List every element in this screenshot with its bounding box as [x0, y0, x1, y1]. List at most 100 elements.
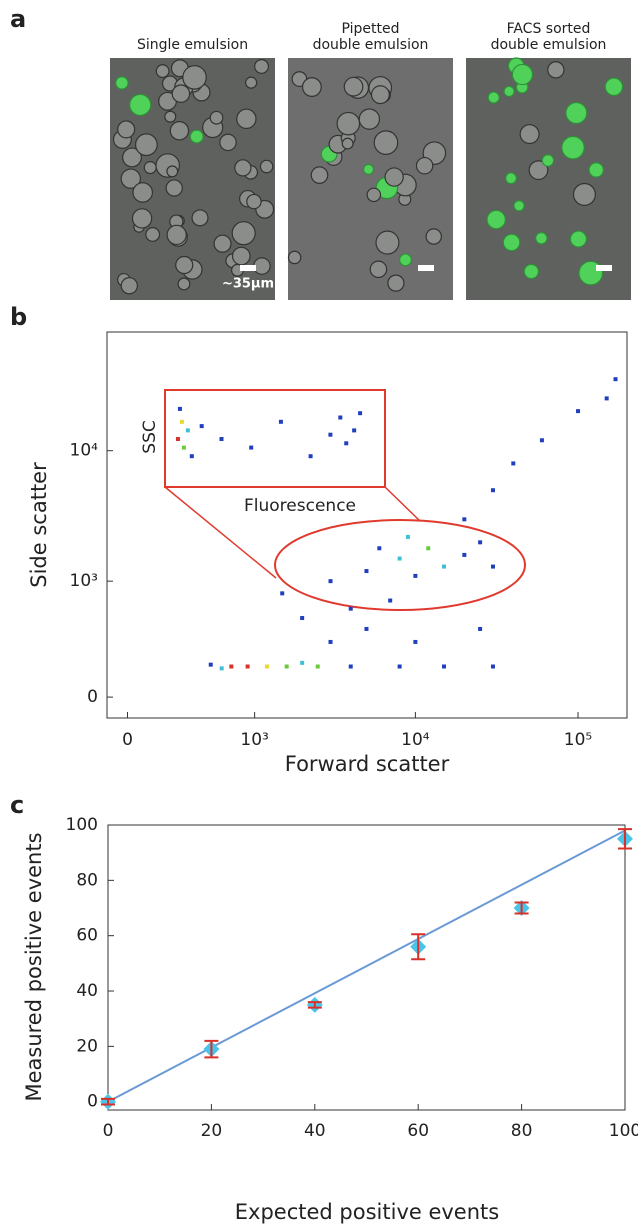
droplet	[155, 64, 170, 78]
x-tick-label: 0	[122, 730, 133, 750]
droplet	[511, 63, 534, 86]
point	[315, 664, 320, 669]
droplet	[189, 129, 204, 144]
droplet	[504, 172, 517, 185]
scale-bar-label: ~35µm	[222, 277, 274, 292]
scale-bar	[240, 265, 256, 271]
inset-point	[338, 415, 343, 420]
inset-point	[352, 428, 357, 433]
point	[397, 664, 402, 669]
droplet	[604, 77, 624, 97]
inset-point	[185, 428, 190, 433]
point	[377, 546, 382, 551]
inset-y-label: SSC	[140, 420, 160, 453]
y-tick-label: 20	[76, 1036, 98, 1056]
point	[348, 664, 353, 669]
droplet	[231, 246, 251, 266]
x-tick-label: 10⁵	[564, 730, 592, 750]
droplet	[182, 65, 207, 90]
y-tick-label: 10⁴	[70, 441, 99, 461]
droplet	[341, 137, 354, 150]
panel-label: c	[10, 791, 24, 819]
droplet	[129, 93, 152, 117]
inset-point	[308, 454, 313, 459]
y-tick-label: 80	[76, 870, 98, 890]
droplet	[588, 162, 605, 178]
droplet	[259, 159, 274, 174]
droplet	[362, 163, 375, 175]
droplet	[245, 76, 258, 89]
point	[208, 662, 213, 667]
error-bar	[307, 1001, 322, 1009]
droplet	[169, 121, 190, 141]
droplet	[569, 230, 588, 248]
inset-point	[199, 424, 204, 429]
droplet	[287, 250, 302, 265]
panel-label: a	[10, 5, 26, 33]
droplet	[236, 108, 257, 130]
droplet	[547, 61, 565, 79]
point	[490, 488, 495, 493]
droplet	[578, 260, 604, 286]
point	[328, 579, 333, 584]
point	[413, 573, 418, 578]
droplet	[425, 228, 442, 245]
scale-bar	[418, 265, 434, 271]
y-tick-label: 0	[87, 687, 98, 707]
point	[245, 664, 250, 669]
droplet	[177, 277, 191, 291]
droplet	[254, 58, 270, 74]
droplet	[301, 77, 322, 97]
inset-point	[219, 437, 224, 441]
point	[442, 664, 447, 669]
droplet	[565, 101, 588, 125]
x-axis-label: Expected positive events	[235, 1200, 499, 1224]
droplet	[165, 179, 183, 197]
droplet	[145, 227, 161, 242]
droplet	[175, 255, 194, 275]
y-tick-label: 100	[66, 815, 98, 835]
droplet	[213, 234, 232, 253]
droplet	[358, 108, 381, 130]
x-tick-label: 40	[304, 1121, 326, 1141]
inset-point	[358, 411, 363, 416]
micrographs	[110, 57, 631, 300]
point	[300, 616, 305, 621]
error-bar	[514, 901, 529, 915]
inset-point	[344, 441, 349, 446]
image-title: FACS sorted	[507, 21, 591, 37]
droplet	[513, 200, 525, 212]
point	[413, 639, 418, 644]
point	[348, 606, 353, 611]
droplet	[523, 263, 540, 280]
droplet	[375, 230, 400, 255]
droplet	[343, 76, 364, 97]
droplet	[503, 85, 515, 98]
point	[397, 556, 402, 561]
inset-point	[249, 445, 254, 450]
gate	[274, 519, 526, 611]
droplet	[246, 193, 262, 210]
droplet	[535, 231, 548, 245]
droplet	[219, 133, 237, 152]
droplet	[487, 91, 500, 104]
droplet	[143, 161, 157, 175]
point	[426, 546, 431, 551]
y-axis-label: Measured positive events	[22, 832, 46, 1101]
panel-label: b	[10, 303, 27, 331]
x-tick-label: 100	[609, 1121, 638, 1141]
droplet	[166, 224, 187, 246]
droplet	[561, 135, 585, 160]
droplet	[171, 84, 191, 104]
x-axis-label: Forward scatter	[285, 752, 450, 776]
droplet	[310, 166, 329, 184]
y-tick-label: 10³	[70, 571, 98, 591]
point	[576, 409, 581, 414]
point	[490, 564, 495, 569]
droplet	[541, 154, 555, 167]
point	[284, 664, 289, 669]
error-bar	[101, 1097, 115, 1106]
droplet	[336, 111, 361, 136]
error-bar	[204, 1039, 219, 1059]
